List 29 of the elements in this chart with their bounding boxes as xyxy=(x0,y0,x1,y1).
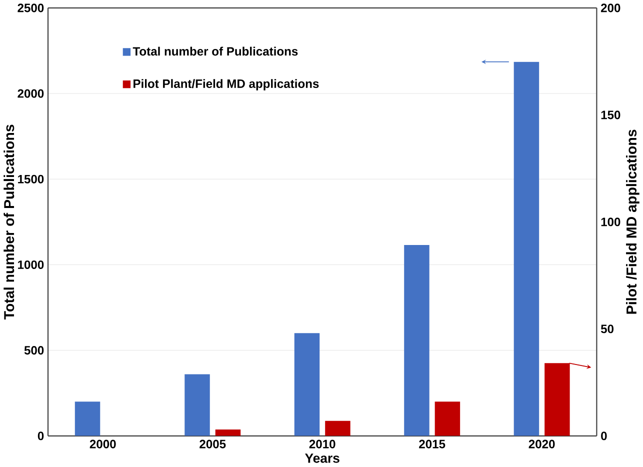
bar xyxy=(404,245,430,436)
y-axis-title: Total number of Publications xyxy=(4,124,14,320)
y2-tick-label: 50 xyxy=(600,324,614,334)
y2-axis-title: Pilot /Field MD applications xyxy=(626,130,640,314)
bar xyxy=(215,430,241,436)
y2-tick-label: 0 xyxy=(601,432,607,440)
legend-label: Total number of Publications xyxy=(132,47,298,56)
y-tick-label: 2000 xyxy=(18,90,44,98)
x-tick-label: 2015 xyxy=(419,440,446,449)
bar xyxy=(184,374,210,436)
y2-tick-label: 200 xyxy=(600,4,620,12)
y-tick-label: 1500 xyxy=(18,175,44,184)
x-tick-label: 2005 xyxy=(200,440,226,449)
x-tick-label: 2010 xyxy=(309,440,336,449)
x-tick-label: 2020 xyxy=(528,440,555,449)
bar xyxy=(434,402,460,436)
x-axis-title: Years xyxy=(305,454,340,464)
y-tick-label: 0 xyxy=(38,432,44,440)
y-tick-label: 500 xyxy=(24,346,44,355)
bar xyxy=(74,402,100,436)
y-tick-label: 2500 xyxy=(18,4,44,12)
y2-tick-label: 100 xyxy=(601,218,620,226)
bar xyxy=(325,421,350,436)
bar xyxy=(294,333,320,436)
legend-label: Pilot Plant/Field MD applications xyxy=(134,79,319,91)
x-tick-label: 2000 xyxy=(90,440,116,449)
y-tick-label: 1000 xyxy=(18,260,44,270)
y2-tick-label: 150 xyxy=(601,110,620,120)
bar xyxy=(514,62,540,436)
